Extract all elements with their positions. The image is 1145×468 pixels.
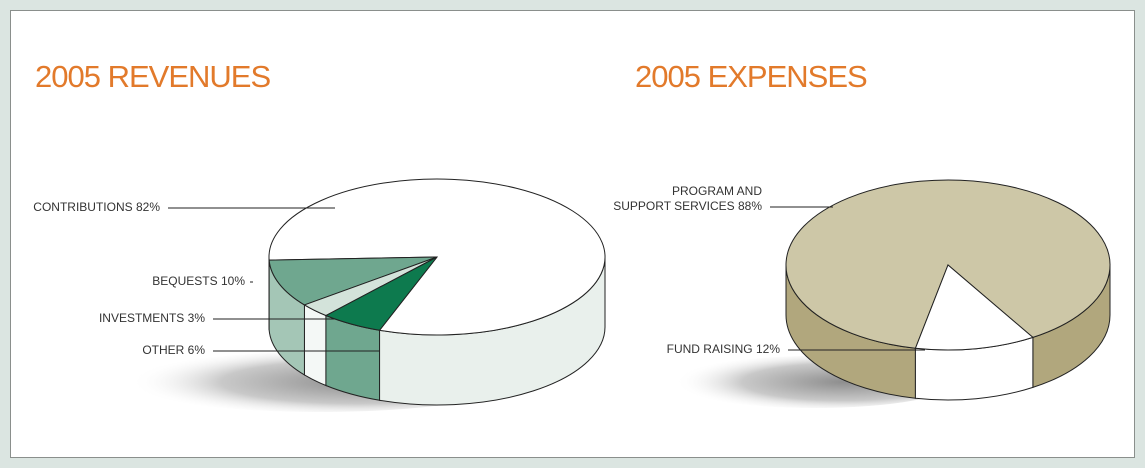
slice-label: INVESTMENTS 3%	[5, 311, 205, 326]
value-label: 12%	[755, 342, 780, 356]
pie-slice	[914, 264, 1034, 351]
value-label: 3%	[187, 311, 205, 325]
slice-label: BEQUESTS 10%	[45, 274, 245, 289]
chart-title: 2005 REVENUES	[35, 59, 270, 94]
category-label: BEQUESTS	[152, 274, 218, 288]
pie-slice	[785, 179, 1111, 349]
pie-side	[303, 304, 327, 387]
slice-label: FUND RAISING 12%	[580, 342, 780, 357]
category-label: PROGRAM AND SUPPORT SERVICES	[613, 184, 762, 213]
value-label: 6%	[187, 343, 205, 357]
pie	[268, 178, 606, 406]
category-label: FUND RAISING	[666, 342, 753, 356]
pie-slice	[324, 256, 438, 331]
value-label: 88%	[737, 199, 762, 213]
category-label: INVESTMENTS	[98, 311, 185, 325]
value-label: 82%	[135, 200, 160, 214]
slice-label: PROGRAM AND SUPPORT SERVICES 88%	[611, 184, 762, 214]
pie	[785, 179, 1111, 401]
category-label: OTHER	[142, 343, 185, 357]
value-label: 10%	[220, 274, 245, 288]
slice-label: OTHER 6%	[5, 343, 205, 358]
slice-label: CONTRIBUTIONS 82%	[0, 200, 160, 215]
category-label: CONTRIBUTIONS	[33, 200, 133, 214]
pie-slice	[268, 256, 438, 306]
chart-title: 2005 EXPENSES	[635, 59, 867, 94]
